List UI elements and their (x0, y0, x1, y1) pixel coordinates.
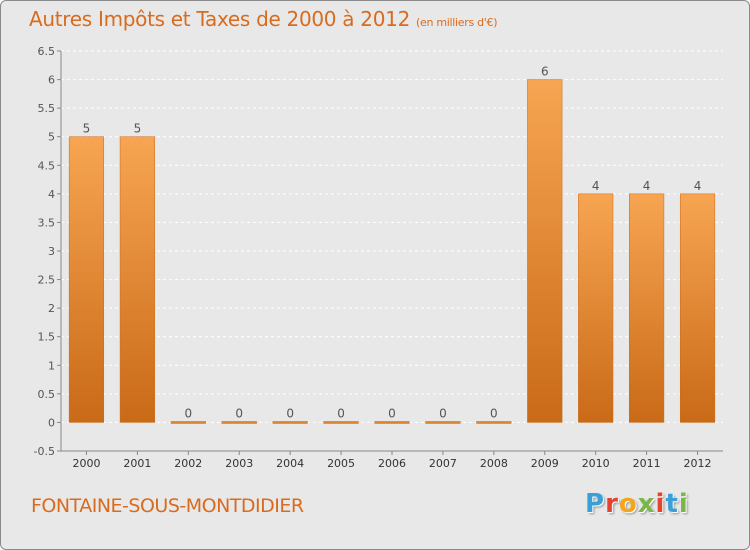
x-tick-label: 2006 (378, 457, 406, 470)
bar (578, 193, 614, 423)
x-tick-label: 2005 (327, 457, 355, 470)
y-tick-label: 1 (48, 359, 55, 372)
bar (119, 136, 155, 423)
logo-letter: i (678, 489, 689, 519)
y-tick-label: 4.5 (38, 159, 56, 172)
y-tick-label: 3.5 (38, 216, 56, 229)
data-label: 4 (592, 179, 600, 193)
logo-letter: r (605, 489, 619, 519)
commune-name: FONTAINE-SOUS-MONTDIDIER (31, 495, 304, 517)
data-label: 4 (643, 179, 651, 193)
data-label: 6 (541, 65, 549, 79)
data-label: 0 (490, 406, 498, 420)
x-tick-label: 2011 (633, 457, 661, 470)
y-tick-label: 2.5 (38, 274, 56, 287)
y-tick-label: 0.5 (38, 388, 56, 401)
bar (679, 193, 716, 423)
y-tick-label: -0.5 (34, 445, 55, 458)
data-label: 5 (134, 122, 142, 136)
data-label: 0 (439, 406, 447, 420)
bar (170, 421, 206, 424)
data-labels: 5 5 0 0 0 0 0 0 0 6 4 4 4 (83, 65, 702, 421)
x-tick-label: 2008 (480, 457, 508, 470)
y-tick-label: 2 (48, 302, 55, 315)
y-tick-label: 3 (48, 245, 55, 258)
x-tick-label: 2003 (225, 457, 253, 470)
x-tick-label: 2010 (582, 457, 610, 470)
bar (68, 136, 105, 423)
data-label: 0 (286, 406, 294, 420)
y-tick-label: 6 (48, 74, 55, 87)
data-label: 0 (184, 406, 192, 420)
data-label: 0 (337, 406, 345, 420)
bar (629, 193, 665, 423)
logo-letter: o (618, 489, 638, 519)
y-tick-label: 0 (48, 416, 55, 429)
bar (221, 421, 257, 424)
bar (425, 421, 461, 424)
chart-unit: (en milliers d'€) (416, 16, 498, 29)
y-tick-label: 1.5 (38, 331, 56, 344)
logo-letter: x (637, 489, 656, 519)
logo-letter: i (655, 489, 666, 519)
axes: -0.5 0 0.5 1 1.5 2 2.5 3 3.5 4 4.5 5 5.5 6 6.5 2000 2001… (34, 45, 723, 470)
x-tick-label: 2007 (429, 457, 457, 470)
data-label: 0 (235, 406, 243, 420)
data-label: 5 (83, 122, 91, 136)
data-label: 0 (388, 406, 396, 420)
x-tick-label: 2009 (531, 457, 559, 470)
x-tick-label: 2012 (684, 457, 712, 470)
logo-letter: P (585, 489, 606, 519)
bar (374, 421, 410, 424)
bar (323, 421, 359, 424)
x-tick-label: 2000 (72, 457, 100, 470)
bar (527, 79, 563, 423)
chart-title: Autres Impôts et Taxes de 2000 à 2012 (en… (29, 7, 497, 31)
y-tick-label: 4 (48, 188, 55, 201)
x-tick-label: 2002 (174, 457, 202, 470)
bar (476, 421, 512, 424)
logo-letter: t (665, 489, 679, 519)
proxiti-logo[interactable]: Proxiti (585, 489, 689, 519)
chart-title-text: Autres Impôts et Taxes de 2000 à 2012 (29, 7, 410, 31)
bar (272, 421, 308, 424)
y-tick-label: 5 (48, 131, 55, 144)
bars (68, 79, 716, 424)
x-tick-label: 2004 (276, 457, 304, 470)
data-label: 4 (694, 179, 702, 193)
grid (61, 50, 723, 452)
y-tick-label: 6.5 (38, 45, 56, 58)
x-tick-label: 2001 (123, 457, 151, 470)
y-tick-label: 5.5 (38, 102, 56, 115)
